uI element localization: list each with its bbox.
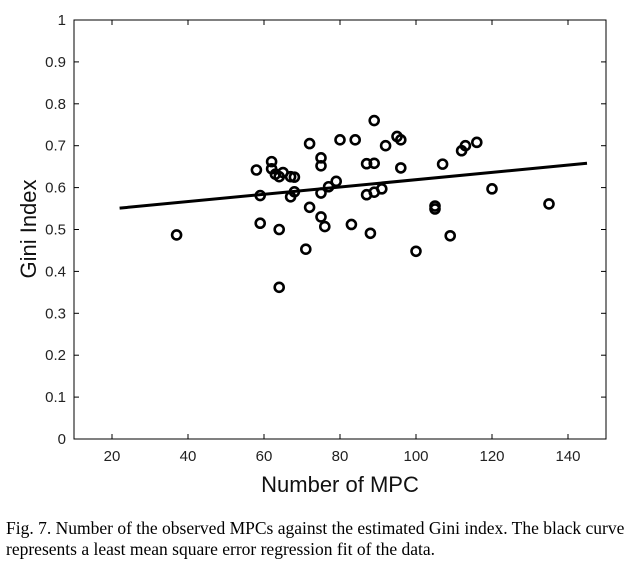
- regression-fit: [119, 161, 588, 210]
- y-tick-label: 0.3: [45, 305, 66, 322]
- data-point: [265, 155, 278, 168]
- x-tick-label: 60: [256, 448, 273, 465]
- data-point: [429, 203, 441, 215]
- data-point: [345, 218, 358, 231]
- data-point: [349, 134, 362, 146]
- y-tick-label: 1: [58, 12, 66, 29]
- x-tick-label: 140: [555, 448, 580, 465]
- x-tick-label: 40: [180, 448, 197, 465]
- data-point: [444, 229, 457, 242]
- y-tick-label: 0.7: [45, 138, 66, 155]
- scatter-chart: 20 40 60 80 100 120 140 0 0.1 0.2 0.3 0.4 0.5 0.6 0.7 0…: [16, 12, 607, 497]
- data-point: [330, 175, 343, 188]
- data-point: [315, 187, 327, 199]
- data-point: [394, 162, 407, 174]
- data-point: [436, 158, 449, 170]
- y-tick-label: 0: [58, 431, 66, 448]
- data-point: [410, 245, 422, 258]
- x-tick-label: 100: [403, 448, 428, 465]
- y-tick-label: 0.9: [45, 54, 66, 71]
- regression-line: [119, 161, 588, 210]
- data-point: [273, 223, 286, 236]
- data-point: [254, 217, 267, 230]
- y-tick-label: 0.6: [45, 180, 66, 197]
- data-point: [368, 114, 381, 127]
- data-point: [288, 171, 301, 183]
- data-point: [360, 157, 373, 170]
- data-point: [315, 211, 327, 223]
- x-tick-label: 120: [479, 448, 504, 465]
- data-point: [170, 229, 183, 241]
- data-points: [170, 114, 555, 294]
- data-point: [470, 136, 483, 149]
- y-axis-label: Gini Index: [16, 179, 41, 278]
- y-tick-label: 0.1: [45, 389, 66, 406]
- data-point: [486, 183, 498, 195]
- data-point: [303, 137, 316, 150]
- data-point: [303, 201, 316, 214]
- data-point: [368, 157, 381, 170]
- data-point: [315, 160, 327, 172]
- y-tick-label: 0.2: [45, 347, 66, 364]
- data-point: [543, 198, 555, 210]
- data-point: [322, 180, 335, 193]
- data-point: [318, 220, 331, 233]
- y-tick-label: 0.5: [45, 222, 66, 239]
- data-point: [299, 243, 312, 255]
- figure-caption: Fig. 7. Number of the observed MPCs agai…: [6, 518, 625, 559]
- x-tick-label: 80: [332, 448, 349, 465]
- data-point: [250, 164, 263, 176]
- data-point: [364, 227, 377, 240]
- x-tick-label: 20: [104, 448, 121, 465]
- data-point: [334, 134, 346, 146]
- data-point: [288, 185, 301, 198]
- plot-area-frame: [73, 19, 607, 440]
- data-point: [375, 183, 388, 195]
- x-axis-label: Number of MPC: [261, 472, 419, 497]
- data-point: [254, 189, 267, 202]
- axis-ticks: 20 40 60 80 100 120 140 0 0.1 0.2 0.3 0.4 0.5 0.6 0.7 0…: [45, 12, 606, 465]
- data-point: [379, 139, 392, 152]
- data-point: [394, 134, 407, 146]
- y-tick-label: 0.4: [45, 263, 66, 280]
- data-point: [273, 281, 286, 294]
- data-point: [459, 139, 472, 152]
- y-tick-label: 0.8: [45, 96, 66, 113]
